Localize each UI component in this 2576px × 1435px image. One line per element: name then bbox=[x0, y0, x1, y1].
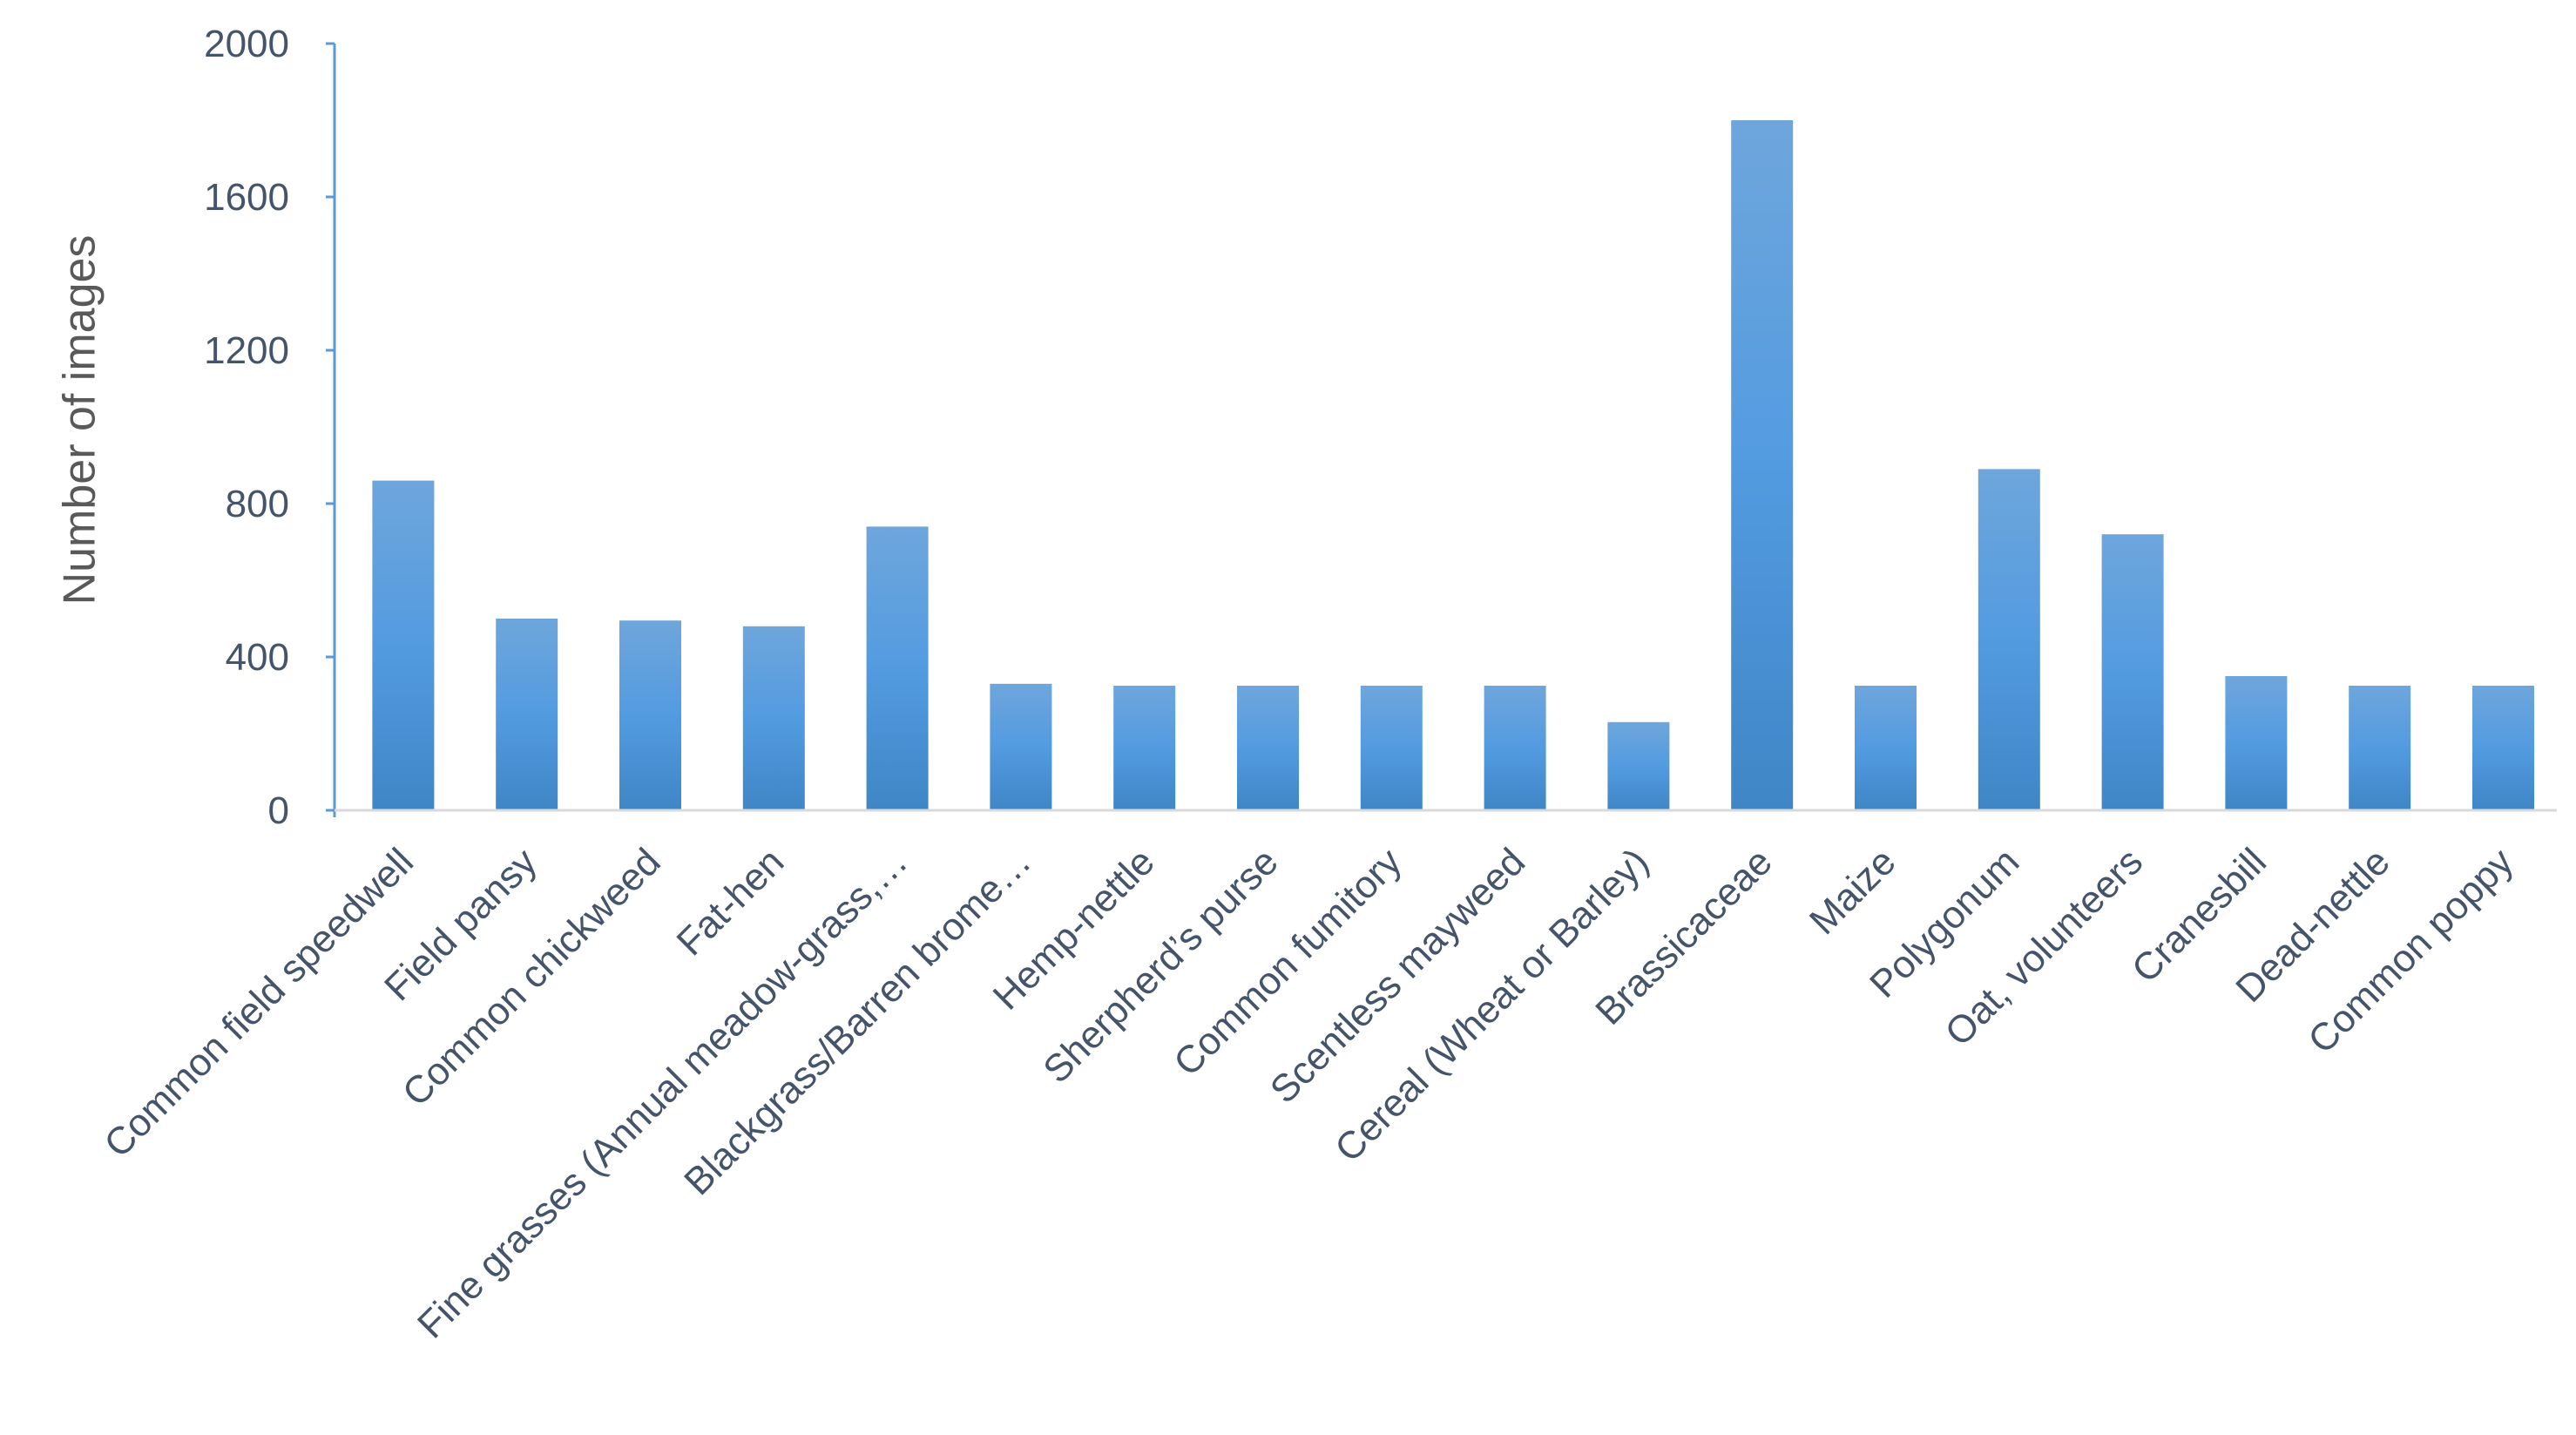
bar bbox=[1237, 686, 1299, 810]
x-category-label: Common poppy bbox=[2300, 840, 2521, 1061]
axes-group bbox=[333, 44, 2557, 817]
bar bbox=[372, 480, 435, 810]
bar bbox=[1360, 686, 1423, 810]
y-tick-label: 1600 bbox=[204, 176, 289, 219]
bar bbox=[1484, 686, 1546, 810]
bar bbox=[1731, 120, 1794, 810]
bar bbox=[1855, 686, 1917, 810]
bar bbox=[2349, 686, 2411, 810]
bar bbox=[1113, 686, 1176, 810]
y-axis-title: Number of images bbox=[55, 235, 105, 606]
x-category-label: Maize bbox=[1802, 840, 1904, 943]
x-category-label: Common fumitory bbox=[1166, 840, 1410, 1084]
y-tick-label: 800 bbox=[226, 483, 289, 525]
bar bbox=[2101, 534, 2164, 810]
bar bbox=[742, 626, 805, 810]
bar bbox=[990, 683, 1052, 810]
x-category-label: Common field speedwell bbox=[96, 840, 422, 1166]
x-category-label: Fat-hen bbox=[668, 840, 792, 964]
y-tick-label: 400 bbox=[226, 636, 289, 679]
bar bbox=[1607, 721, 1670, 810]
bar bbox=[2225, 676, 2288, 810]
bar bbox=[496, 619, 558, 810]
x-category-label: Sherpherd’s purse bbox=[1035, 840, 1286, 1091]
y-ticks-group: 0 400 800 1200 1600 2000 bbox=[204, 23, 335, 832]
bar bbox=[619, 620, 681, 810]
bar bbox=[1978, 469, 2040, 810]
y-tick-label: 1200 bbox=[204, 329, 289, 372]
y-tick-label: 2000 bbox=[204, 23, 289, 65]
bar bbox=[866, 526, 929, 810]
bars-group bbox=[372, 120, 2534, 810]
bar bbox=[2472, 686, 2534, 810]
y-tick-label: 0 bbox=[268, 789, 289, 832]
